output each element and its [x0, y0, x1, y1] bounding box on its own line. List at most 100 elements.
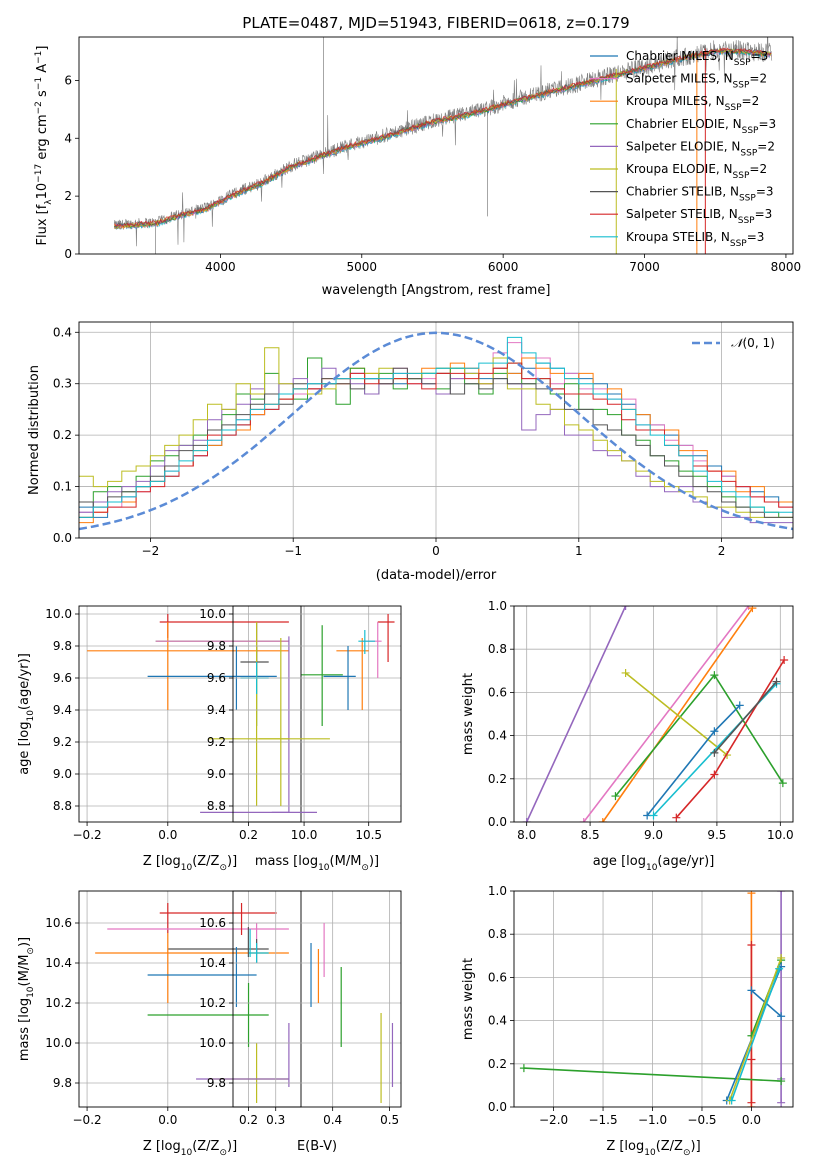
- panel-age_vs_Z: −0.2 0.0 0.28.89.09.29.49.69.810.0Z [log10…: [17, 605, 302, 873]
- x-tick-label: 0.3: [266, 1113, 285, 1127]
- model-spectrum-chabrier_stelib: [114, 47, 772, 228]
- label-part: mass [log: [17, 998, 32, 1061]
- x-tick-label: 6000: [488, 260, 519, 274]
- plus-marker: [777, 1077, 786, 1086]
- x-tick-label: 8.0: [517, 828, 536, 842]
- y-tick-label: 10.0: [45, 1036, 72, 1050]
- label-part: Chabrier MILES, N: [626, 49, 734, 63]
- plot-area: [79, 322, 793, 538]
- label-part: −2: [34, 101, 44, 114]
- label-part: =3: [756, 185, 774, 199]
- plus-marker: [747, 941, 756, 949]
- label-part: Salpeter MILES, N: [626, 72, 733, 86]
- label-part: Salpeter STELIB, N: [626, 207, 738, 221]
- plus-marker: [710, 748, 719, 757]
- x-tick-label: 8.5: [581, 828, 600, 842]
- chart-title: PLATE=0487, MJD=51943, FIBERID=0618, z=0…: [242, 14, 629, 32]
- x-axis-label: Z [log10(Z/Z⊙)]: [143, 1139, 237, 1158]
- label-part: =2: [742, 94, 760, 108]
- y-tick-label: 0.4: [53, 325, 72, 339]
- plus-marker: [777, 1098, 786, 1107]
- x-axis-label: wavelength [Angstrom, rest frame]: [322, 283, 551, 298]
- y-tick-label: 0.8: [488, 927, 507, 941]
- plus-marker: [775, 964, 784, 973]
- y-tick-label: 9.4: [53, 703, 72, 717]
- x-axis-label: E(B-V): [297, 1139, 337, 1154]
- weight-line-chabrier_stelib: [713, 681, 778, 754]
- model-spectrum-salpeter_stelib: [113, 47, 772, 228]
- y-tick-label: 0.2: [53, 428, 72, 442]
- plus-marker: [621, 606, 630, 610]
- y-tick-label: 8.8: [53, 799, 72, 813]
- weight-line-kroupa_elodie: [728, 957, 782, 1101]
- label-part: 10: [181, 1148, 193, 1158]
- panel-age_vs_mass: 10.0 10.5 8.8 9.0 9.2 9.4 9.6 9.8 10.0 mass [log1…: [199, 605, 402, 873]
- x-tick-label: −1.5: [588, 1113, 617, 1127]
- label-part: =3: [751, 49, 769, 63]
- histogram-kroupa_stelib: [79, 336, 793, 518]
- axes-frame: [78, 605, 302, 823]
- x-tick-label: 0.0: [158, 1113, 177, 1127]
- x-tick-label: −0.2: [73, 828, 102, 842]
- plus-marker: [748, 606, 757, 613]
- x-tick-label: 7000: [629, 260, 660, 274]
- panel-weight_vs_Z: −2.0 −1.5 −1.0 −0.5 0.0 0.0 0.2 0.4 0.6 0.8 1.0 Z […: [461, 884, 794, 1158]
- label-part: (Z/Z: [192, 854, 219, 869]
- label-part: −1: [34, 77, 44, 90]
- label-part: (Z/Z: [192, 1139, 219, 1154]
- y-tick-label: 0.1: [53, 480, 72, 494]
- y-tick-label: 6: [64, 73, 72, 87]
- plus-marker: [735, 701, 744, 710]
- plus-marker: [778, 779, 787, 788]
- label-part: SSP: [739, 194, 756, 204]
- label-part: Chabrier STELIB, N: [626, 185, 739, 199]
- legend-symbol: 𝒩: [731, 336, 746, 350]
- legend-label: Salpeter MILES, NSSP=2: [626, 72, 767, 91]
- label-part: 10: [181, 863, 193, 873]
- plot-area: [233, 891, 401, 1107]
- label-part: −1: [34, 51, 44, 64]
- x-tick-label: 9.0: [644, 828, 663, 842]
- legend-label: Chabrier MILES, NSSP=3: [626, 49, 768, 68]
- y-tick-label: 10.2: [45, 996, 72, 1010]
- y-tick-label: 9.6: [53, 671, 72, 685]
- label-part: )]: [17, 937, 32, 947]
- plus-marker: [772, 677, 781, 686]
- axes-frame: [78, 36, 794, 255]
- plus-marker: [777, 891, 786, 895]
- label-part: Kroupa MILES, N: [626, 94, 725, 108]
- x-axis-label: mass [log10(M/M⊙)]: [255, 854, 379, 873]
- plus-marker: [710, 727, 719, 736]
- y-tick-label: 0.4: [488, 729, 507, 743]
- y-tick-label: 0.8: [488, 642, 507, 656]
- x-axis-label: Z [log10(Z/Z⊙)]: [143, 854, 237, 873]
- label-part: Chabrier ELODIE, N: [626, 117, 742, 131]
- y-tick-label: 0.2: [488, 1057, 507, 1071]
- label-part: SSP: [733, 81, 750, 91]
- label-part: SSP: [738, 216, 755, 226]
- y-tick-label: 10.6: [45, 916, 72, 930]
- panel-mass_vs_Z: −0.2 0.0 0.29.810.010.210.410.6Z [log10(Z/…: [17, 890, 302, 1158]
- label-part: =3: [747, 230, 765, 244]
- y-tick-label: 0.0: [53, 531, 72, 545]
- label-part: SSP: [733, 171, 750, 181]
- x-tick-label: 0.4: [323, 1113, 342, 1127]
- legend-label: 𝒩(0, 1): [731, 336, 775, 350]
- x-tick-label: 0: [432, 544, 440, 558]
- label-part: (age/yr)]: [17, 653, 32, 710]
- x-tick-label: −1: [284, 544, 302, 558]
- label-part: Kroupa STELIB, N: [626, 230, 730, 244]
- plus-marker: [747, 1055, 756, 1064]
- y-axis-label: mass [log10(M/M⊙)]: [17, 937, 36, 1061]
- legend-label: Kroupa MILES, NSSP=2: [626, 94, 759, 113]
- y-tick-label: 10.4: [199, 956, 226, 970]
- label-part: A: [35, 64, 50, 77]
- label-part: =3: [758, 117, 776, 131]
- x-tick-label: 0.0: [742, 1113, 761, 1127]
- plus-marker: [649, 811, 658, 820]
- label-part: ⊙: [26, 947, 36, 955]
- y-tick-label: 0.6: [488, 685, 507, 699]
- y-axis-label: Flux [fλ10−17 erg cm−2 s−1 A−1]: [34, 46, 54, 246]
- plot-area: [79, 891, 301, 1107]
